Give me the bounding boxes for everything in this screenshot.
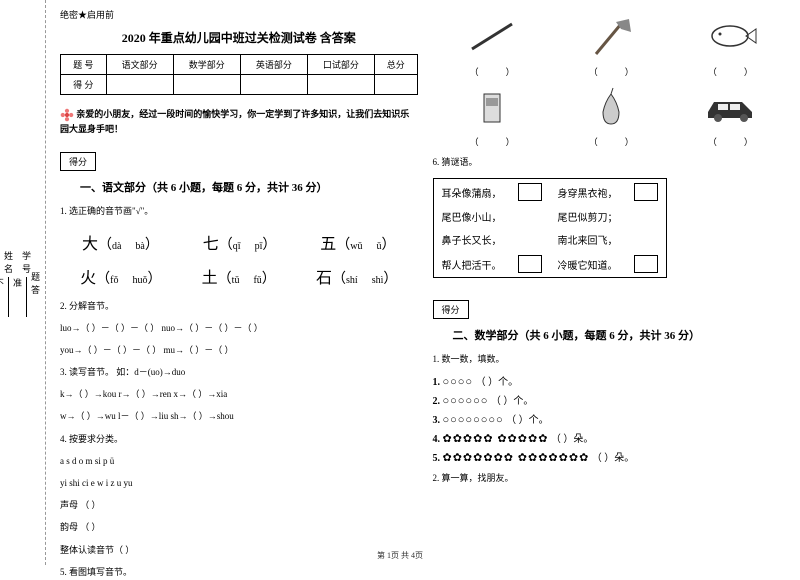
q5-title: 5. 看图填写音节。 <box>60 564 418 580</box>
count-row: 5. ✿✿✿✿✿✿✿ ✿✿✿✿✿✿✿ （ ）朵。 <box>433 449 791 464</box>
count-row: 4. ✿✿✿✿✿ ✿✿✿✿✿ （ ）朵。 <box>433 430 791 445</box>
q4-letters: yi shi ci e w i z u yu <box>60 475 418 491</box>
math-q1: 1. 数一数，填数。 <box>433 351 791 367</box>
q1-title: 1. 选正确的音节画"√"。 <box>60 203 418 219</box>
pear-icon: （ ） <box>552 84 671 148</box>
hanzi-item: 大（dà bà） <box>82 230 159 254</box>
q2-title: 2. 分解音节。 <box>60 298 418 314</box>
riddle-row: 耳朵像蒲扇，身穿黑衣袍， <box>433 179 666 206</box>
flower-icon <box>60 108 74 122</box>
math-section-title: 二、数学部分（共 6 小题，每题 6 分，共计 36 分） <box>453 327 791 343</box>
q2-line: luo→（ ）－（ ）－（ ） nuo→（ ）－（ ）－（ ） <box>60 320 418 336</box>
q4-title: 4. 按要求分类。 <box>60 431 418 447</box>
count-row: 2. ○○○○○○ （ ）个。 <box>433 392 791 407</box>
riddle-table: 耳朵像蒲扇，身穿黑衣袍， 尾巴像小山，尾巴似剪刀； 鼻子长又长，南北来回飞， 帮… <box>433 178 667 278</box>
fish-icon: （ ） <box>671 14 790 78</box>
side-label-column: 题 答 学号 准 姓名 不 内 班级 线 封 学校 密 <box>0 0 40 565</box>
hanzi-item: 石（shí shì） <box>316 264 397 288</box>
car-icon: （ ） <box>671 84 790 148</box>
count-row: 3. ○○○○○○○○ （ ）个。 <box>433 411 791 426</box>
table-row: 题 号 语文部分 数学部分 英语部分 口试部分 总分 <box>61 55 418 75</box>
riddle-row: 帮人把活干。冷暖它知道。 <box>433 251 666 278</box>
q4-cat: 声母 （ ） <box>60 497 418 513</box>
bag-icon: （ ） <box>433 84 552 148</box>
q3-line: k→（ ）→kou r→（ ）→ren x→（ ）→xia <box>60 386 418 402</box>
q2-line: you→（ ）－（ ）－（ ） mu→（ ）－（ ） <box>60 342 418 358</box>
hanzi-item: 七（qī pī） <box>203 230 277 254</box>
hanzi-row-1: 大（dà bà） 七（qī pī） 五（wǔ ǔ） <box>60 230 418 254</box>
riddle-row: 尾巴像小山，尾巴似剪刀； <box>433 205 666 228</box>
count-row: 1. ○○○○ （ ）个。 <box>433 373 791 388</box>
image-row-2: （ ） （ ） （ ） <box>433 84 791 148</box>
score-box: 得分 <box>60 152 96 171</box>
dotted-fold-line <box>45 0 46 565</box>
q4-cat: 韵母 （ ） <box>60 519 418 535</box>
axe-icon: （ ） <box>552 14 671 78</box>
side-label-top: 题 答 <box>31 270 40 296</box>
score-table: 题 号 语文部分 数学部分 英语部分 口试部分 总分 得 分 <box>60 54 418 95</box>
classification: 绝密★启用前 <box>60 8 418 21</box>
page-title: 2020 年重点幼儿园中班过关检测试卷 含答案 <box>60 29 418 46</box>
q3-title: 3. 读写音节。 如：d－(uo)→duo <box>60 364 418 380</box>
q4-letters: a s d o m si p ü <box>60 453 418 469</box>
side-label-name: 姓名 <box>4 249 13 317</box>
page-footer: 第 1页 共 4页 <box>0 550 800 561</box>
left-column: 绝密★启用前 2020 年重点幼儿园中班过关检测试卷 含答案 题 号 语文部分 … <box>60 8 418 558</box>
intro-text: 亲爱的小朋友，经过一段时间的愉快学习，你一定学到了许多知识，让我们去知识乐园大显… <box>60 107 418 136</box>
q3-line: w→（ ）→wu l－（ ）→liu sh→（ ）→shou <box>60 408 418 424</box>
side-label-xuehao: 学号 <box>22 249 31 317</box>
main-content: 绝密★启用前 2020 年重点幼儿园中班过关检测试卷 含答案 题 号 语文部分 … <box>60 8 790 558</box>
hanzi-item: 火（fǒ huǒ） <box>80 264 161 288</box>
image-row-1: （ ） （ ） （ ） <box>433 14 791 78</box>
riddle-row: 鼻子长又长，南北来回飞， <box>433 228 666 251</box>
hanzi-row-2: 火（fǒ huǒ） 土（tǔ fǔ） 石（shí shì） <box>60 264 418 288</box>
q6-title: 6. 猜谜语。 <box>433 154 791 170</box>
pencil-icon: （ ） <box>433 14 552 78</box>
math-q2: 2. 算一算，找朋友。 <box>433 470 791 486</box>
side-mid-2: 不 <box>0 276 4 289</box>
chinese-section-title: 一、语文部分（共 6 小题，每题 6 分，共计 36 分） <box>80 179 418 195</box>
score-box-math: 得分 <box>433 300 469 319</box>
hanzi-item: 土（tǔ fǔ） <box>202 264 276 288</box>
right-column: （ ） （ ） （ ） （ ） （ ） （ ） <box>433 8 791 558</box>
hanzi-item: 五（wǔ ǔ） <box>320 230 395 254</box>
side-mid-1: 准 <box>13 276 22 289</box>
table-row: 得 分 <box>61 75 418 95</box>
